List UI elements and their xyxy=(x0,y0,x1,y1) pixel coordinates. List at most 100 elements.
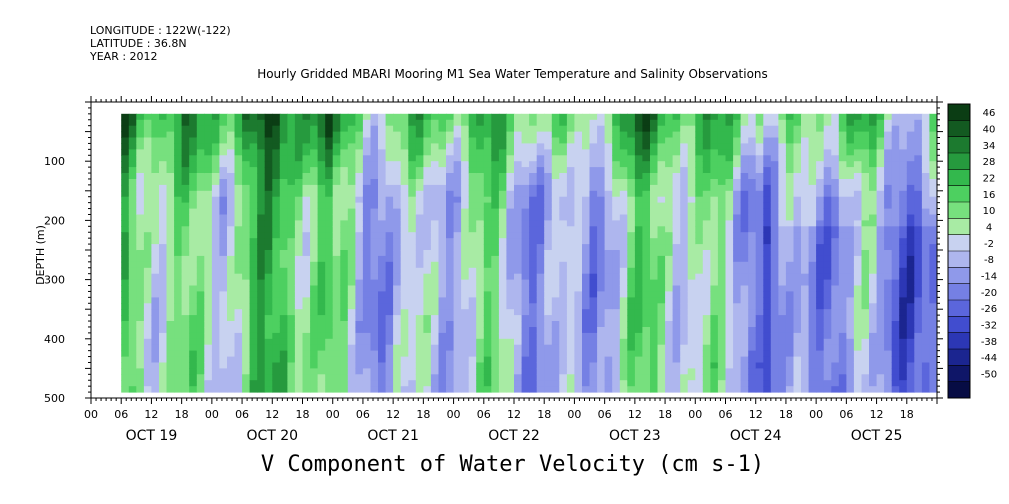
heatmap-cell xyxy=(476,173,485,180)
heatmap-cell xyxy=(264,338,273,346)
heatmap-cell xyxy=(672,220,681,227)
heatmap-cell xyxy=(438,338,447,346)
heatmap-cell xyxy=(559,309,568,316)
heatmap-cell xyxy=(272,137,281,144)
heatmap-cell xyxy=(174,273,183,281)
heatmap-cell xyxy=(710,250,719,257)
heatmap-cell xyxy=(174,161,183,168)
heatmap-cell xyxy=(551,184,560,192)
heatmap-cell xyxy=(597,362,606,369)
heatmap-cell xyxy=(393,119,402,127)
heatmap-cell xyxy=(181,273,190,281)
heatmap-cell xyxy=(823,297,832,304)
heatmap-cell xyxy=(891,327,900,334)
heatmap-cell xyxy=(650,368,659,375)
heatmap-cell xyxy=(589,362,598,369)
heatmap-cell xyxy=(702,386,711,393)
heatmap-cell xyxy=(831,232,840,239)
heatmap-cell xyxy=(430,113,439,121)
heatmap-cell xyxy=(340,173,349,180)
heatmap-cell xyxy=(808,332,817,340)
heatmap-cell xyxy=(438,155,447,162)
heatmap-cell xyxy=(143,315,152,322)
heatmap-cell xyxy=(687,232,696,239)
heatmap-cell xyxy=(136,184,145,192)
heatmap-cell xyxy=(597,149,606,156)
heatmap-cell xyxy=(725,149,734,156)
heatmap-cell xyxy=(408,356,417,363)
heatmap-cell xyxy=(423,362,432,369)
heatmap-cell xyxy=(249,327,258,334)
heatmap-cell xyxy=(362,244,371,251)
heatmap-cell xyxy=(680,255,689,263)
heatmap-cell xyxy=(544,244,553,251)
heatmap-cell xyxy=(740,149,749,156)
heatmap-cell xyxy=(355,327,364,334)
heatmap-cell xyxy=(544,250,553,257)
heatmap-cell xyxy=(823,291,832,298)
heatmap-cell xyxy=(347,291,356,298)
heatmap-cell xyxy=(415,332,424,340)
heatmap-cell xyxy=(778,261,787,269)
heatmap-cell xyxy=(408,338,417,346)
heatmap-cell xyxy=(657,232,666,239)
heatmap-cell xyxy=(476,113,485,121)
heatmap-cell xyxy=(227,350,236,357)
heatmap-cell xyxy=(831,173,840,180)
heatmap-cell xyxy=(574,226,583,233)
heatmap-cell xyxy=(302,250,311,257)
heatmap-cell xyxy=(831,143,840,150)
heatmap-cell xyxy=(408,208,417,215)
heatmap-cell xyxy=(589,244,598,251)
heatmap-cell xyxy=(498,196,507,204)
heatmap-cell xyxy=(159,190,168,198)
heatmap-cell xyxy=(430,155,439,162)
heatmap-cell xyxy=(627,155,636,162)
heatmap-cell xyxy=(415,179,424,186)
heatmap-cell xyxy=(204,161,213,168)
heatmap-cell xyxy=(891,356,900,363)
heatmap-cell xyxy=(393,179,402,186)
heatmap-cell xyxy=(642,327,651,334)
heatmap-cell xyxy=(665,113,674,121)
heatmap-cell xyxy=(770,267,779,275)
heatmap-cell xyxy=(816,374,825,381)
heatmap-cell xyxy=(566,184,575,192)
heatmap-cell xyxy=(770,155,779,162)
heatmap-cell xyxy=(287,161,296,168)
heatmap-cell xyxy=(249,309,258,316)
heatmap-cell xyxy=(370,131,379,138)
heatmap-cell xyxy=(121,131,130,138)
heatmap-cell xyxy=(136,244,145,251)
heatmap-cell xyxy=(619,380,628,387)
heatmap-cell xyxy=(876,285,885,292)
heatmap-cell xyxy=(196,226,205,233)
heatmap-cell xyxy=(302,309,311,316)
heatmap-cell xyxy=(816,119,825,127)
heatmap-cell xyxy=(717,173,726,180)
heatmap-cell xyxy=(468,386,477,393)
heatmap-cell xyxy=(838,149,847,156)
heatmap-cell xyxy=(559,303,568,310)
heatmap-cell xyxy=(136,196,145,204)
heatmap-cell xyxy=(869,208,878,215)
heatmap-cell xyxy=(136,220,145,227)
heatmap-cell xyxy=(227,321,236,328)
heatmap-cell xyxy=(619,184,628,192)
heatmap-cell xyxy=(204,238,213,245)
heatmap-cell xyxy=(717,244,726,251)
heatmap-cell xyxy=(823,344,832,352)
heatmap-cell xyxy=(385,273,394,281)
heatmap-cell xyxy=(430,291,439,298)
heatmap-cell xyxy=(430,214,439,221)
heatmap-cell xyxy=(446,356,455,363)
heatmap-cell xyxy=(634,196,643,204)
heatmap-cell xyxy=(914,232,923,239)
heatmap-cell xyxy=(438,368,447,375)
heatmap-cell xyxy=(778,220,787,227)
heatmap-cell xyxy=(264,315,273,322)
heatmap-cell xyxy=(899,327,908,334)
heatmap-cell xyxy=(461,291,470,298)
heatmap-cell xyxy=(899,113,908,121)
heatmap-cell xyxy=(717,374,726,381)
